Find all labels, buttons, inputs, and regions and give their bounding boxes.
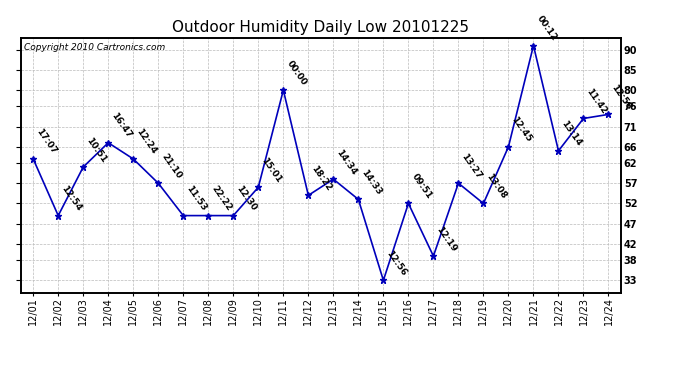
Text: 17:07: 17:07 [34,128,59,156]
Text: 21:10: 21:10 [159,152,184,180]
Text: 15:01: 15:01 [259,156,284,184]
Text: 12:30: 12:30 [235,184,259,213]
Text: 09:51: 09:51 [410,172,433,201]
Title: Outdoor Humidity Daily Low 20101225: Outdoor Humidity Daily Low 20101225 [172,20,469,35]
Text: 22:22: 22:22 [210,184,233,213]
Text: 12:58: 12:58 [610,83,633,112]
Text: 13:08: 13:08 [485,172,509,201]
Text: 10:51: 10:51 [85,136,108,164]
Text: 16:47: 16:47 [110,111,134,140]
Text: 12:19: 12:19 [435,225,459,253]
Text: 11:42: 11:42 [585,87,609,116]
Text: 12:24: 12:24 [135,128,159,156]
Text: 14:34: 14:34 [335,148,359,176]
Text: 11:53: 11:53 [185,184,208,213]
Text: 12:45: 12:45 [510,115,533,144]
Text: 00:12: 00:12 [535,14,558,43]
Text: 18:22: 18:22 [310,164,333,193]
Text: 13:27: 13:27 [460,152,484,180]
Text: 14:33: 14:33 [359,168,384,196]
Text: Copyright 2010 Cartronics.com: Copyright 2010 Cartronics.com [23,43,165,52]
Text: 00:00: 00:00 [285,59,308,87]
Text: 13:14: 13:14 [560,119,584,148]
Text: 12:56: 12:56 [385,249,408,278]
Text: 12:54: 12:54 [59,184,83,213]
